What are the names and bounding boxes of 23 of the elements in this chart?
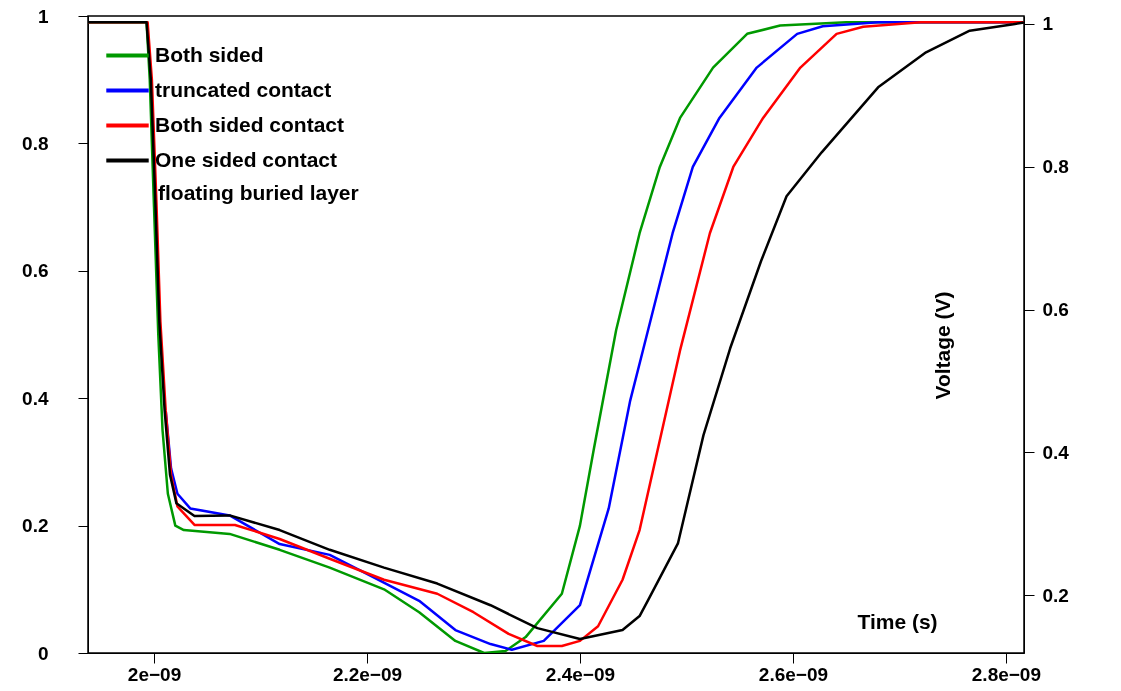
x-tick-label: 2e−09 bbox=[127, 663, 182, 685]
annotation: floating buried layer bbox=[158, 181, 359, 204]
y-tick-label: 0.4 bbox=[22, 387, 49, 409]
y2-tick-label: 0.6 bbox=[1042, 299, 1069, 321]
y-tick-label: 1 bbox=[37, 5, 49, 27]
x-axis-title: Time (s) bbox=[857, 609, 938, 633]
y2-tick-label: 0.2 bbox=[1042, 584, 1069, 606]
y2-tick-label: 1 bbox=[1042, 13, 1054, 35]
y2-tick-label: 0.4 bbox=[1042, 441, 1070, 463]
legend-label: Both sided bbox=[155, 42, 264, 66]
y-tick-label: 0 bbox=[37, 642, 49, 664]
legend-label: One sided contact bbox=[155, 147, 338, 171]
y-tick-label: 0.2 bbox=[22, 515, 49, 537]
legend-label: truncated contact bbox=[155, 77, 332, 101]
x-tick-label: 2.2e−09 bbox=[332, 663, 403, 685]
y2-axis-title: Voltage (V) bbox=[930, 291, 954, 400]
legend-label: Both sided contact bbox=[155, 112, 345, 136]
x-tick-label: 2.6e−09 bbox=[758, 663, 829, 685]
y-tick-label: 0.6 bbox=[22, 260, 49, 282]
y-tick-label: 0.8 bbox=[22, 132, 49, 154]
y2-tick-label: 0.8 bbox=[1042, 156, 1069, 178]
x-tick-label: 2.4e−09 bbox=[545, 663, 616, 685]
x-tick-label: 2.8e−09 bbox=[971, 663, 1042, 685]
